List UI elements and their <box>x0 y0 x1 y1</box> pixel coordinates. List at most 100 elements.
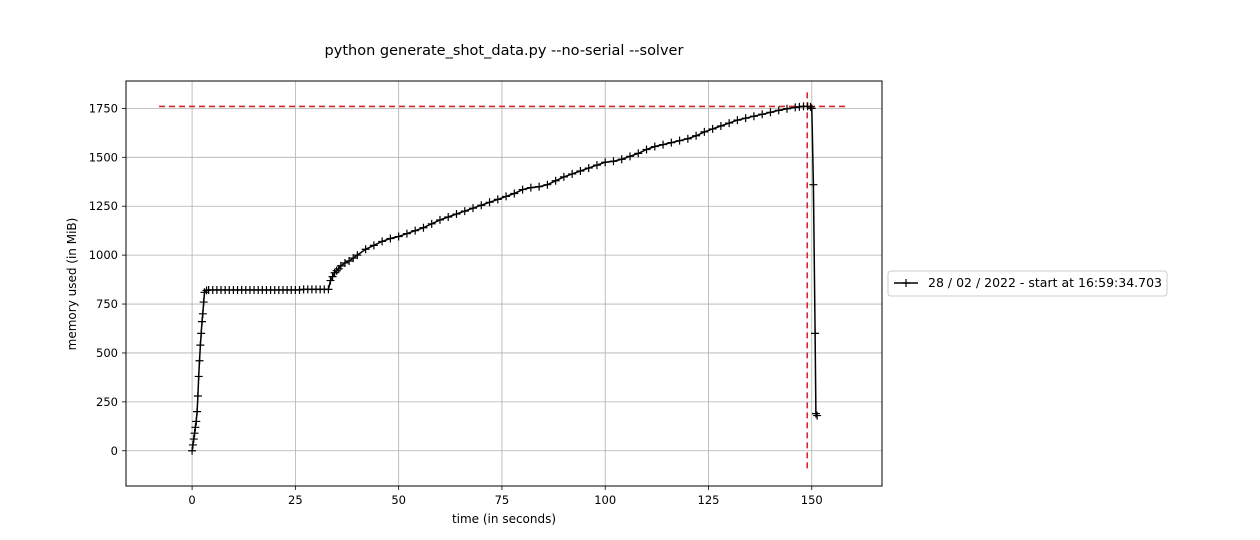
data-point-marker <box>543 180 552 189</box>
data-point-marker <box>518 185 527 194</box>
x-tick-label: 75 <box>495 493 510 507</box>
data-point-marker <box>811 409 820 418</box>
x-tick-label: 150 <box>801 493 823 507</box>
data-point-marker <box>642 145 651 154</box>
x-tick-label: 25 <box>288 493 303 507</box>
data-point-marker <box>452 210 461 219</box>
data-point-marker <box>328 272 337 281</box>
data-point-marker <box>609 157 618 166</box>
data-point-marker <box>667 138 676 147</box>
data-point-marker <box>806 102 815 111</box>
legend-label: 28 / 02 / 2022 - start at 16:59:34.703 <box>928 275 1162 290</box>
data-point-marker <box>733 116 742 125</box>
data-point-marker <box>725 119 734 128</box>
series-line <box>191 105 818 451</box>
data-point-marker <box>191 423 200 432</box>
data-point-marker <box>324 285 333 294</box>
series-layer <box>188 102 822 455</box>
data-point-marker <box>361 245 370 254</box>
data-point-marker <box>188 446 197 455</box>
data-point-marker <box>477 201 486 210</box>
x-axis-label: time (in seconds) <box>452 512 556 526</box>
data-point-marker <box>192 417 201 426</box>
data-point-marker <box>485 198 494 207</box>
data-point-marker <box>402 229 411 238</box>
data-point-marker <box>510 189 519 198</box>
data-point-marker <box>749 112 758 121</box>
data-point-marker <box>741 114 750 123</box>
data-point-marker <box>683 134 692 143</box>
data-point-marker <box>592 161 601 170</box>
data-point-marker <box>758 110 767 119</box>
plot-frame <box>125 80 883 487</box>
data-point-marker <box>193 407 202 416</box>
x-tick-label: 50 <box>391 493 406 507</box>
data-point-marker <box>617 155 626 164</box>
data-point-marker <box>692 131 701 140</box>
data-point-marker <box>198 309 207 318</box>
y-tick-label: 1250 <box>89 199 118 213</box>
legend-marker-swatch <box>902 279 910 287</box>
data-point-marker <box>774 106 783 115</box>
data-point-marker <box>326 276 335 285</box>
data-point-marker <box>345 257 354 265</box>
data-point-marker <box>493 195 502 204</box>
data-point-marker <box>650 142 659 151</box>
data-point-marker <box>190 429 199 438</box>
data-point-marker <box>766 108 775 117</box>
data-point-marker <box>193 392 202 400</box>
y-tick-label: 250 <box>96 395 118 409</box>
data-point-marker <box>386 234 395 243</box>
data-point-marker <box>460 207 469 216</box>
data-point-marker <box>659 140 668 149</box>
data-point-marker <box>195 356 204 365</box>
data-point-marker <box>584 164 593 173</box>
data-point-marker <box>708 124 717 133</box>
data-point-marker <box>349 254 358 263</box>
data-point-marker <box>782 104 791 113</box>
data-point-marker <box>626 152 634 161</box>
data-point-marker <box>189 435 198 444</box>
grid-lines <box>126 81 882 486</box>
data-point-marker <box>336 261 345 270</box>
legend: 28 / 02 / 2022 - start at 16:59:34.703 <box>887 270 1168 297</box>
data-point-marker <box>369 241 378 250</box>
data-point-marker <box>332 266 341 275</box>
data-point-marker <box>502 192 511 201</box>
data-point-marker <box>576 167 585 175</box>
y-axis-label: memory used (in MiB) <box>65 218 79 351</box>
x-axis-ticks: 0 25 50 75 100 125 150 <box>188 486 823 507</box>
data-point-marker <box>200 288 209 297</box>
data-point-marker <box>378 237 387 246</box>
x-tick-label: 100 <box>594 493 616 507</box>
data-point-marker <box>411 226 420 235</box>
data-point-marker <box>559 172 568 181</box>
y-tick-label: 500 <box>96 346 118 360</box>
data-point-marker <box>419 223 428 232</box>
data-point-marker <box>198 317 207 326</box>
data-point-marker <box>188 440 197 449</box>
data-point-marker <box>809 180 818 189</box>
y-tick-label: 1750 <box>89 101 118 115</box>
data-point-marker <box>394 232 403 241</box>
data-point-marker <box>340 258 349 267</box>
y-tick-label: 0 <box>111 444 118 458</box>
data-point-marker <box>469 204 478 213</box>
data-point-marker <box>535 182 544 191</box>
data-point-marker <box>427 219 436 228</box>
reference-lines <box>159 89 849 469</box>
data-point-marker <box>435 215 444 224</box>
data-point-marker <box>813 411 822 420</box>
data-point-marker <box>353 251 362 260</box>
data-point-marker <box>811 329 820 338</box>
data-point-marker <box>807 104 816 113</box>
data-point-marker <box>716 122 725 130</box>
x-tick-label: 125 <box>698 493 720 507</box>
data-point-marker <box>601 158 610 167</box>
y-axis-ticks: 0 250 500 750 1000 1250 1500 1750 <box>89 101 126 458</box>
legend-box <box>887 270 1168 297</box>
data-point-marker <box>700 127 709 136</box>
data-point-marker <box>551 176 560 185</box>
chart-title: python generate_shot_data.py --no-serial… <box>325 43 684 59</box>
